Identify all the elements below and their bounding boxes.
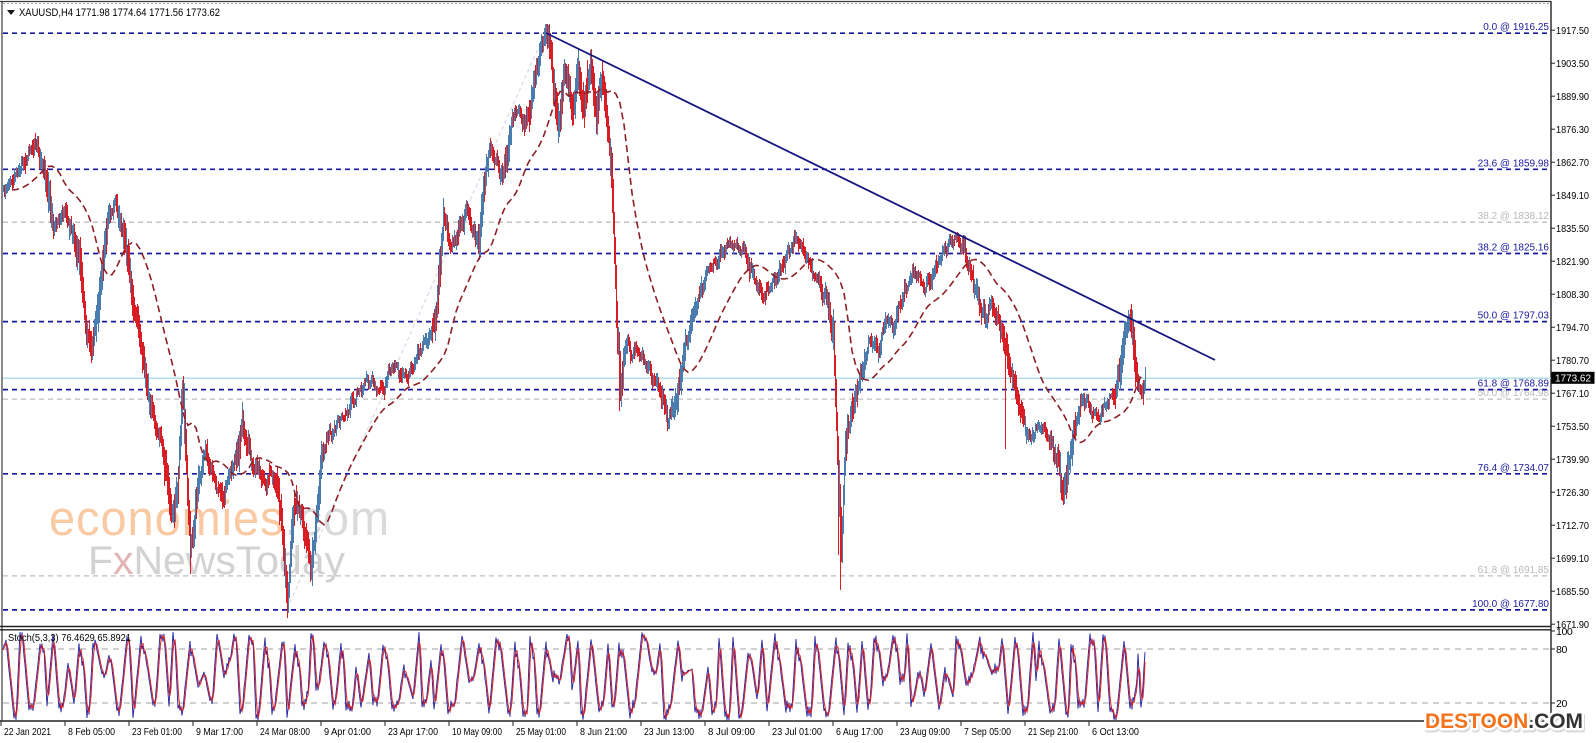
svg-text:1780.70: 1780.70 [1556, 355, 1589, 367]
svg-text:1699.10: 1699.10 [1556, 553, 1589, 565]
svg-text:23 Jul 01:00: 23 Jul 01:00 [772, 726, 822, 738]
svg-text:1917.50: 1917.50 [1556, 25, 1589, 37]
svg-text:20: 20 [1556, 698, 1567, 710]
svg-text:61.8 @ 1768.89: 61.8 @ 1768.89 [1478, 379, 1550, 390]
svg-text:1835.50: 1835.50 [1556, 223, 1589, 235]
svg-text:8 Jun 21:00: 8 Jun 21:00 [580, 726, 627, 738]
svg-text:23 Feb 01:00: 23 Feb 01:00 [132, 726, 182, 738]
svg-text:21 Sep 21:00: 21 Sep 21:00 [1028, 726, 1078, 738]
svg-text:1849.10: 1849.10 [1556, 190, 1589, 202]
svg-text:DESTOON.COM: DESTOON.COM [1425, 709, 1583, 733]
svg-text:50.0 @ 1764.98: 50.0 @ 1764.98 [1478, 388, 1550, 399]
svg-text:1821.90: 1821.90 [1556, 256, 1589, 268]
svg-text:38.2 @ 1838.12: 38.2 @ 1838.12 [1478, 211, 1550, 222]
svg-text:7 Sep 05:00: 7 Sep 05:00 [964, 726, 1011, 738]
svg-text:22 Jan 2021: 22 Jan 2021 [4, 726, 51, 738]
svg-text:38.2 @ 1825.16: 38.2 @ 1825.16 [1478, 243, 1550, 254]
svg-text:DESTOON.COM: DESTOON.COM [1426, 711, 1584, 735]
svg-text:24 Mar 08:00: 24 Mar 08:00 [260, 726, 310, 738]
svg-text:9 Apr 01:00: 9 Apr 01:00 [324, 726, 371, 738]
svg-text:61.8 @ 1691.85: 61.8 @ 1691.85 [1478, 565, 1550, 576]
svg-text:1889.90: 1889.90 [1556, 91, 1589, 103]
svg-text:6 Oct 13:00: 6 Oct 13:00 [1092, 726, 1139, 738]
svg-text:25 May 01:00: 25 May 01:00 [516, 726, 566, 738]
svg-text:10 May 09:00: 10 May 09:00 [452, 726, 502, 738]
svg-text:1903.50: 1903.50 [1556, 58, 1589, 70]
svg-text:0.0 @ 1916.25: 0.0 @ 1916.25 [1483, 22, 1549, 33]
svg-text:9 Mar 17:00: 9 Mar 17:00 [196, 726, 243, 738]
svg-text:76.4 @ 1734.07: 76.4 @ 1734.07 [1478, 463, 1550, 474]
svg-text:1712.70: 1712.70 [1556, 520, 1589, 532]
svg-text:1671.90: 1671.90 [1556, 619, 1589, 631]
svg-text:80: 80 [1556, 644, 1567, 656]
svg-text:23.6 @ 1859.98: 23.6 @ 1859.98 [1478, 158, 1550, 169]
svg-text:23 Aug 09:00: 23 Aug 09:00 [900, 726, 950, 738]
svg-text:1685.50: 1685.50 [1556, 586, 1589, 598]
svg-text:1739.90: 1739.90 [1556, 454, 1589, 466]
svg-text:1767.10: 1767.10 [1556, 388, 1589, 400]
svg-text:economies.com: economies.com [49, 492, 390, 546]
svg-text:1753.50: 1753.50 [1556, 421, 1589, 433]
svg-text:1876.30: 1876.30 [1556, 124, 1589, 136]
svg-text:23 Apr 17:00: 23 Apr 17:00 [388, 726, 438, 738]
svg-text:DESTOON.COM: DESTOON.COM [1425, 709, 1583, 733]
svg-text:8 Jul 09:00: 8 Jul 09:00 [708, 726, 755, 738]
svg-text:1726.30: 1726.30 [1556, 487, 1589, 499]
svg-text:Stoch(5,3,3) 76.4629 65.8921: Stoch(5,3,3) 76.4629 65.8921 [8, 633, 131, 644]
svg-text:1773.62: 1773.62 [1555, 373, 1591, 385]
svg-text:100.0 @ 1677.80: 100.0 @ 1677.80 [1472, 599, 1549, 610]
svg-text:1794.70: 1794.70 [1556, 322, 1589, 334]
svg-text:6 Aug 17:00: 6 Aug 17:00 [836, 726, 883, 738]
svg-text:1862.70: 1862.70 [1556, 157, 1589, 169]
svg-text:8 Feb 05:00: 8 Feb 05:00 [68, 726, 115, 738]
svg-text:100: 100 [1556, 626, 1573, 638]
svg-text:50.0 @ 1797.03: 50.0 @ 1797.03 [1478, 311, 1550, 322]
svg-text:1808.30: 1808.30 [1556, 289, 1589, 301]
svg-text:XAUUSD,H4 1771.98 1774.64 177: XAUUSD,H4 1771.98 1774.64 1771.56 1773.6… [19, 7, 220, 19]
svg-text:23 Jun 13:00: 23 Jun 13:00 [644, 726, 694, 738]
